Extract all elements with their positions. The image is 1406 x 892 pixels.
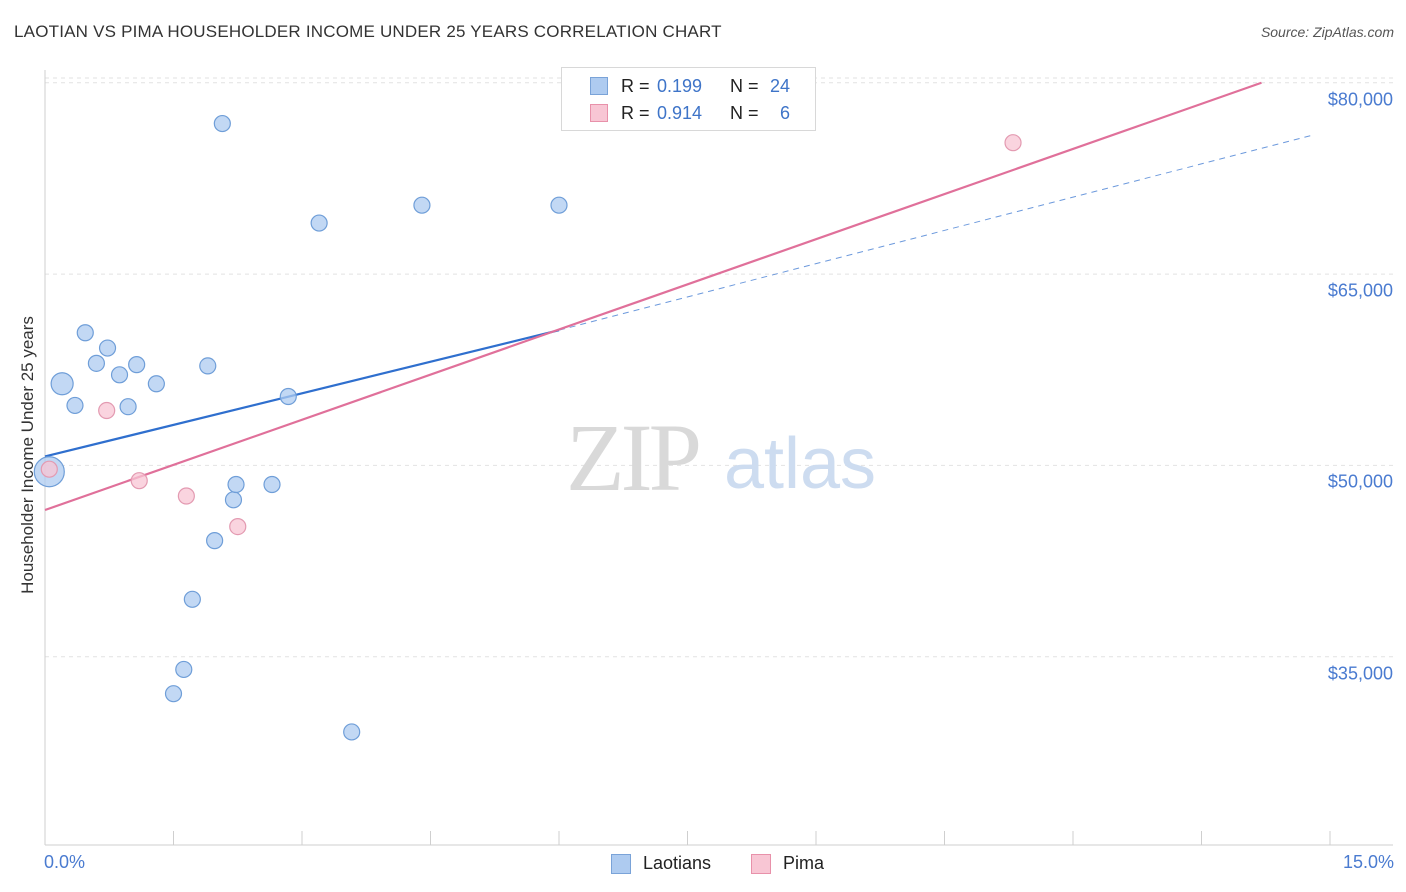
point-pima: [1004, 134, 1022, 152]
data-points: [33, 114, 1022, 741]
point-laotians: [128, 356, 146, 374]
point-laotians: [66, 396, 84, 415]
y-tick-label: $80,000: [1327, 89, 1393, 110]
correlation-stats-box: R = 0.199 N = 24 R = 0.914 N = 6: [561, 67, 816, 131]
point-pima: [40, 460, 58, 478]
trend-line-laotians: [44, 329, 560, 458]
point-laotians: [227, 475, 245, 494]
y-tick-label: $35,000: [1327, 663, 1393, 684]
stats-r-value: 0.914: [657, 103, 703, 123]
point-laotians: [279, 387, 297, 406]
point-laotians: [183, 590, 201, 608]
point-pima: [130, 472, 148, 490]
point-laotians: [98, 339, 117, 357]
y-tick-label: $65,000: [1327, 280, 1393, 301]
point-pima: [98, 401, 116, 420]
point-laotians: [147, 375, 165, 393]
point-laotians: [213, 114, 231, 133]
axes: [44, 70, 1393, 846]
trend-lines: [44, 81, 1313, 512]
stats-row-pima: R = 0.914 N = 6: [562, 101, 815, 127]
grid-lines: [45, 77, 1393, 658]
source-credit: Source: ZipAtlas.com: [1260, 24, 1394, 40]
point-laotians: [110, 366, 129, 384]
stats-row-laotians: R = 0.199 N = 24: [562, 74, 815, 100]
legend-label-pima: Pima: [783, 853, 825, 873]
point-laotians: [343, 723, 361, 741]
y-tick-label: $50,000: [1327, 471, 1393, 492]
point-laotians: [87, 354, 106, 372]
point-laotians: [119, 398, 137, 416]
legend-label-laotians: Laotians: [643, 853, 712, 873]
stats-n-label: N =: [730, 76, 759, 96]
point-laotians: [50, 372, 74, 396]
watermark-atlas: atlas: [724, 424, 876, 504]
stats-swatch-laotians: [590, 77, 608, 95]
stats-n-label: N =: [730, 103, 759, 123]
legend-swatch-laotians: [611, 854, 631, 874]
stats-n-value: 6: [779, 103, 790, 123]
trend-line-extension-laotians: [558, 134, 1313, 331]
trend-line-pima: [44, 81, 1262, 512]
point-laotians: [413, 196, 431, 214]
point-laotians: [310, 214, 328, 232]
stats-r-value: 0.199: [657, 76, 703, 96]
stats-r-label: R =: [621, 76, 650, 96]
chart-legend: Laotians Pima: [0, 852, 1406, 878]
point-laotians: [164, 685, 183, 703]
point-laotians: [224, 491, 243, 509]
point-laotians: [175, 660, 193, 679]
y-axis-title: Householder Income Under 25 years: [18, 316, 37, 594]
chart-title: LAOTIAN VS PIMA HOUSEHOLDER INCOME UNDER…: [14, 22, 722, 41]
stats-n-value: 24: [769, 76, 790, 96]
watermark-zip: ZIP: [566, 404, 699, 511]
point-laotians: [263, 475, 281, 494]
point-laotians: [199, 357, 217, 375]
stats-swatch-pima: [590, 104, 608, 122]
legend-swatch-pima: [751, 854, 771, 874]
x-tick-max: 15.0%: [1342, 852, 1394, 872]
point-pima: [229, 517, 247, 536]
point-laotians: [550, 196, 568, 214]
point-laotians: [76, 324, 94, 342]
point-laotians: [206, 532, 224, 550]
x-tick-min: 0.0%: [44, 852, 86, 872]
stats-r-label: R =: [621, 103, 650, 123]
point-pima: [177, 487, 195, 505]
